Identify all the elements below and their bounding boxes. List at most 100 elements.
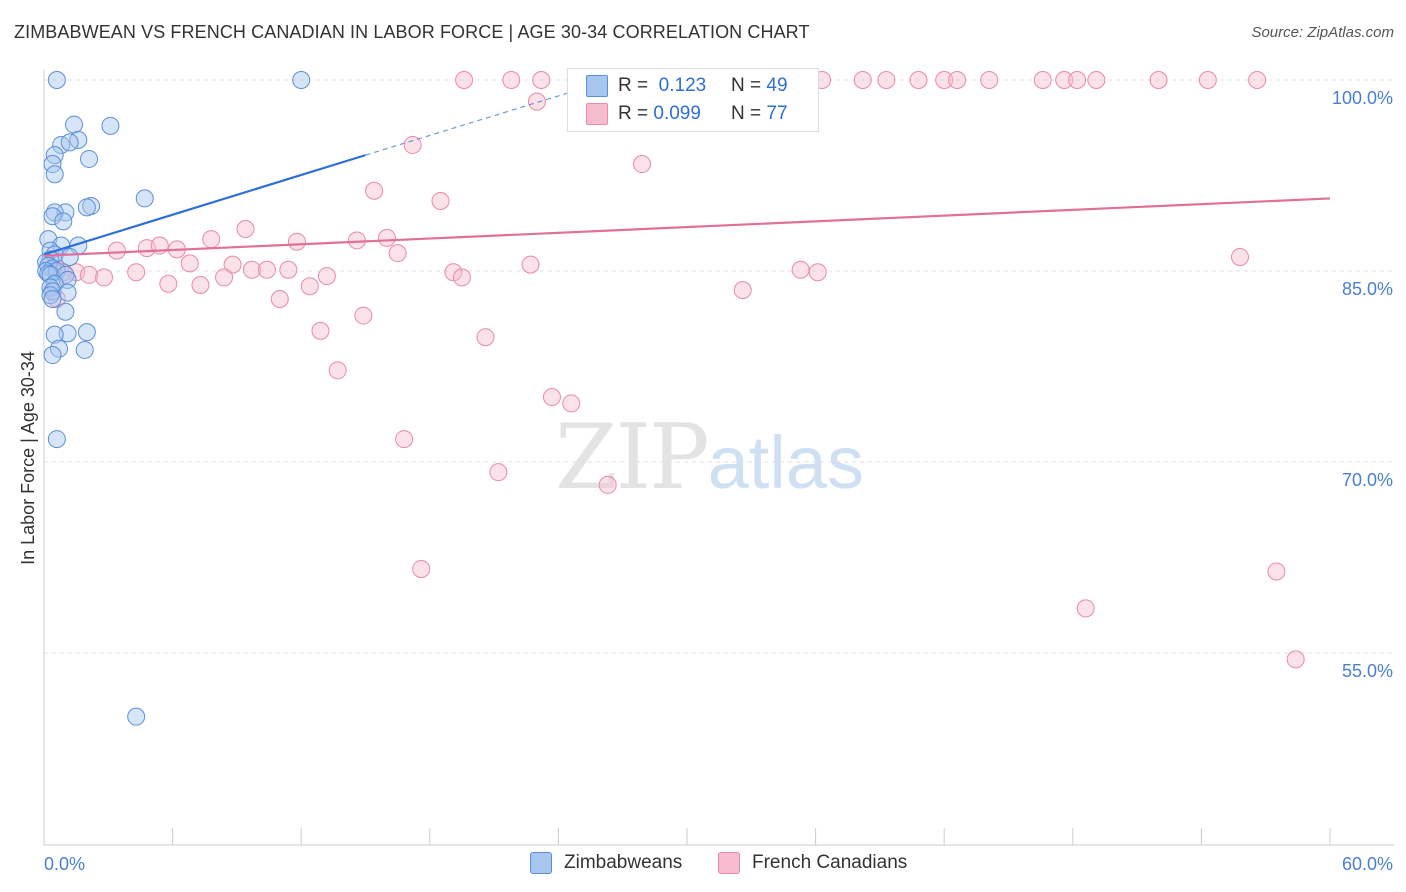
- french-canadian-point: [808, 263, 827, 282]
- legend-label-french-canadians: French Canadians: [752, 852, 908, 873]
- french-canadian-point: [527, 92, 546, 111]
- zimbabwean-point: [43, 290, 62, 309]
- french-canadian-point: [1087, 71, 1106, 89]
- french-canadian-point: [257, 260, 276, 279]
- stats-box: R = 0.123 N = 49 R = 0.099 N = 77: [567, 68, 819, 132]
- french-canadian-point: [853, 71, 872, 89]
- french-canadian-point: [431, 191, 450, 210]
- stats-n-value: 77: [766, 103, 788, 124]
- french-canadian-point: [95, 268, 114, 287]
- french-canadian-point: [300, 277, 319, 296]
- french-canadian-point: [1068, 71, 1087, 89]
- french-canadian-point: [279, 260, 298, 279]
- french-canadian-point: [127, 263, 146, 282]
- zimbabwean-point: [292, 71, 311, 89]
- french-canadian-swatch: [586, 103, 608, 125]
- y-tick-label: 70.0%: [1342, 470, 1393, 490]
- french-canadian-point: [377, 228, 396, 247]
- zimbabwean-point: [65, 115, 84, 134]
- zimbabwean-point: [58, 324, 77, 343]
- french-canadian-point: [455, 71, 474, 89]
- french-canadian-point: [354, 306, 373, 325]
- stats-n-label: N =: [731, 75, 762, 96]
- zimbabwean-point: [54, 212, 73, 231]
- zimbabwean-point: [77, 198, 96, 217]
- zimbabwean-point: [80, 149, 99, 168]
- french-canadian-point: [1198, 71, 1217, 89]
- french-canadian-point: [1149, 71, 1168, 89]
- french-canadian-point: [1267, 562, 1286, 581]
- french-canadian-point: [202, 230, 221, 249]
- stats-r-label: R =: [618, 103, 649, 124]
- french-canadian-point: [80, 265, 99, 284]
- legend-item-zimbabweans: Zimbabweans: [530, 852, 682, 874]
- y-tick-label: 85.0%: [1342, 279, 1393, 299]
- french-canadian-point: [191, 276, 210, 295]
- french-canadian-point: [521, 255, 540, 274]
- french-canadian-point: [1230, 247, 1249, 266]
- zimbabwean-point: [47, 430, 66, 449]
- y-tick-labels: 55.0% 70.0% 85.0% 100.0%: [1332, 88, 1393, 681]
- x-tick-label-min: 0.0%: [44, 854, 85, 874]
- stats-r-text: R = 0.099: [618, 103, 701, 125]
- french-canadian-point: [365, 181, 384, 200]
- french-canadian-point: [1033, 71, 1052, 89]
- french-canadian-trend-line: [43, 197, 1331, 257]
- legend-swatch-french-canadians: [718, 852, 740, 874]
- french-canadian-point: [542, 388, 561, 407]
- zimbabwean-point: [50, 339, 69, 358]
- stats-r-label: R =: [618, 75, 649, 96]
- french-canadian-point: [877, 71, 896, 89]
- zimbabwean-point: [56, 302, 75, 321]
- french-canadian-point: [403, 135, 422, 154]
- zimbabwean-point: [75, 340, 94, 359]
- stats-n-label: N =: [731, 103, 762, 124]
- zimbabwean-swatch: [586, 75, 608, 97]
- french-canadian-point: [909, 71, 928, 89]
- french-canadian-point: [388, 244, 407, 263]
- zimbabwean-point: [60, 247, 79, 266]
- stats-r-text: R = 0.123: [618, 75, 706, 97]
- chart-title: ZIMBABWEAN VS FRENCH CANADIAN IN LABOR F…: [14, 22, 810, 42]
- y-tick-label: 100.0%: [1332, 88, 1393, 108]
- french-canadian-point: [532, 71, 551, 89]
- y-tick-label: 55.0%: [1342, 661, 1393, 681]
- french-canadian-point: [270, 290, 289, 309]
- french-canadian-point: [935, 71, 954, 89]
- french-canadian-point: [107, 241, 126, 260]
- watermark-zip: ZIP: [555, 405, 710, 510]
- zimbabwean-point: [45, 325, 64, 344]
- french-canadian-point: [317, 267, 336, 286]
- zimbabwean-point: [135, 189, 154, 208]
- french-canadian-point: [223, 255, 242, 274]
- french-canadian-point: [948, 71, 967, 89]
- zimbabwean-point: [58, 283, 77, 302]
- french-canadian-point: [242, 260, 261, 279]
- y-axis-label: In Labor Force | Age 30-34: [18, 351, 38, 565]
- french-canadian-point: [1055, 71, 1074, 89]
- french-canadian-point: [791, 260, 810, 279]
- french-canadian-point: [1286, 650, 1305, 669]
- french-canadian-point: [395, 430, 414, 449]
- french-canadian-point: [1248, 71, 1267, 89]
- stats-n-text: N = 49: [731, 75, 788, 97]
- grid-lines: [44, 79, 1394, 654]
- zimbabwean-points: [37, 71, 311, 726]
- french-canadian-point: [562, 394, 581, 413]
- french-canadian-point: [1076, 599, 1095, 618]
- zimbabwean-point: [45, 165, 64, 184]
- french-canadian-point: [159, 274, 178, 293]
- legend-swatch-zimbabweans: [530, 852, 552, 874]
- source-label: Source: ZipAtlas.com: [1251, 24, 1394, 41]
- french-canadian-point: [328, 361, 347, 380]
- french-canadian-point: [452, 268, 471, 287]
- french-canadian-point: [444, 263, 463, 282]
- french-canadian-points: [43, 71, 1305, 669]
- french-canadian-point: [412, 559, 431, 578]
- french-canadian-point: [980, 71, 999, 89]
- zimbabwean-point: [101, 116, 120, 135]
- french-canadian-point: [311, 321, 330, 340]
- stats-n-value: 49: [766, 75, 788, 96]
- french-canadian-point: [287, 232, 306, 251]
